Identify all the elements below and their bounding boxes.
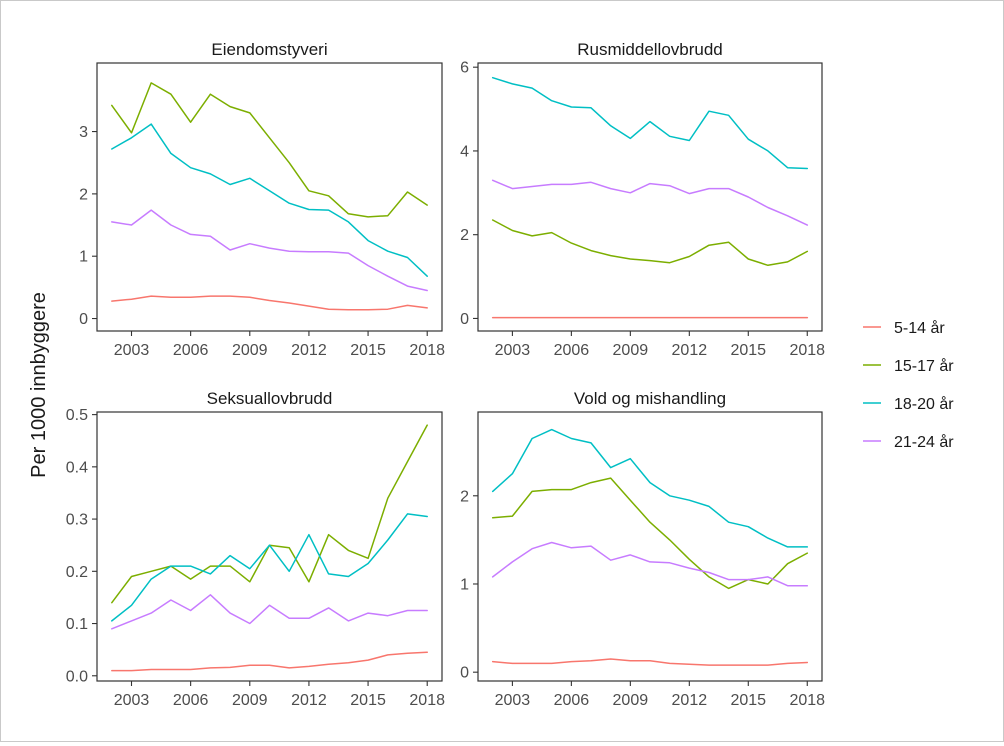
panel: Rusmiddellovbrudd 0 2 4 6 2003 2006 2009 2012 201… xyxy=(460,40,825,359)
panel-title: Seksuallovbrudd xyxy=(207,389,333,408)
legend: 5-14 år 15-17 år 18-20 år 21-24 år xyxy=(863,319,954,451)
x-tick-label: 2006 xyxy=(173,342,209,359)
y-tick-label: 0 xyxy=(460,311,469,328)
series-line xyxy=(491,219,809,267)
y-axis-label: Per 1000 innbyggere xyxy=(28,292,50,478)
series-line xyxy=(491,658,809,666)
x-tick-label: 2015 xyxy=(350,692,386,709)
y-tick-label: 0.2 xyxy=(66,564,88,581)
series-line xyxy=(111,651,428,672)
panel: Vold og mishandling 0 1 2 2003 2006 2009 2012 20… xyxy=(460,389,825,709)
y-tick-label: 2 xyxy=(460,227,469,244)
legend-label: 21-24 år xyxy=(894,433,954,451)
y-tick-label: 0 xyxy=(79,311,88,328)
x-tick-label: 2012 xyxy=(291,692,327,709)
x-tick-label: 2012 xyxy=(672,342,708,359)
panel: Eiendomstyveri 0 1 2 3 2003 2006 2009 2012 2015 20… xyxy=(79,40,445,359)
series-line xyxy=(111,424,428,604)
y-tick-label: 0.1 xyxy=(66,616,88,633)
y-tick-label: 2 xyxy=(460,488,469,505)
y-tick-label: 1 xyxy=(79,249,88,266)
series-line xyxy=(491,179,809,226)
series-line xyxy=(491,76,809,170)
y-tick-label: 1 xyxy=(460,576,469,593)
x-tick-label: 2003 xyxy=(114,342,150,359)
x-tick-label: 2012 xyxy=(672,692,708,709)
legend-label: 15-17 år xyxy=(894,357,954,375)
y-tick-label: 4 xyxy=(460,143,469,160)
panel-frame xyxy=(477,411,823,682)
y-tick-label: 2 xyxy=(79,186,88,203)
y-tick-label: 6 xyxy=(460,60,469,77)
series-line xyxy=(491,428,809,548)
panel-title: Rusmiddellovbrudd xyxy=(577,40,723,59)
x-tick-label: 2018 xyxy=(789,342,825,359)
panel-frame xyxy=(96,411,443,682)
x-tick-label: 2009 xyxy=(613,342,649,359)
series-line xyxy=(111,295,428,311)
x-tick-label: 2006 xyxy=(554,692,590,709)
series-line xyxy=(111,209,428,292)
panel-frame xyxy=(477,62,823,332)
series-line xyxy=(491,477,809,590)
series-line xyxy=(111,82,428,218)
x-tick-label: 2018 xyxy=(789,692,825,709)
x-tick-label: 2009 xyxy=(613,692,649,709)
series-line xyxy=(111,513,428,622)
x-tick-label: 2003 xyxy=(495,692,531,709)
y-tick-label: 0.3 xyxy=(66,512,88,529)
y-tick-label: 0.0 xyxy=(66,668,88,685)
legend-label: 18-20 år xyxy=(894,395,954,413)
panel-title: Eiendomstyveri xyxy=(211,40,327,59)
panel-title: Vold og mishandling xyxy=(574,389,726,408)
y-tick-label: 0.5 xyxy=(66,407,88,424)
x-tick-label: 2009 xyxy=(232,692,268,709)
x-tick-label: 2015 xyxy=(350,342,386,359)
y-tick-label: 0.4 xyxy=(66,459,88,476)
y-tick-label: 0 xyxy=(460,665,469,682)
x-tick-label: 2012 xyxy=(291,342,327,359)
x-tick-label: 2009 xyxy=(232,342,268,359)
x-tick-label: 2006 xyxy=(173,692,209,709)
panel: Seksuallovbrudd 0.0 0.1 0.2 0.3 0.4 0.5 2003 200… xyxy=(66,389,445,709)
x-tick-label: 2006 xyxy=(554,342,590,359)
series-line xyxy=(491,541,809,587)
x-tick-label: 2015 xyxy=(730,342,766,359)
x-tick-label: 2003 xyxy=(114,692,150,709)
y-tick-label: 3 xyxy=(79,124,88,141)
x-tick-label: 2015 xyxy=(730,692,766,709)
series-line xyxy=(111,594,428,630)
x-tick-label: 2003 xyxy=(495,342,531,359)
legend-label: 5-14 år xyxy=(894,319,945,337)
x-tick-label: 2018 xyxy=(409,692,445,709)
series-line xyxy=(111,123,428,277)
panel-frame xyxy=(96,62,443,332)
x-tick-label: 2018 xyxy=(409,342,445,359)
